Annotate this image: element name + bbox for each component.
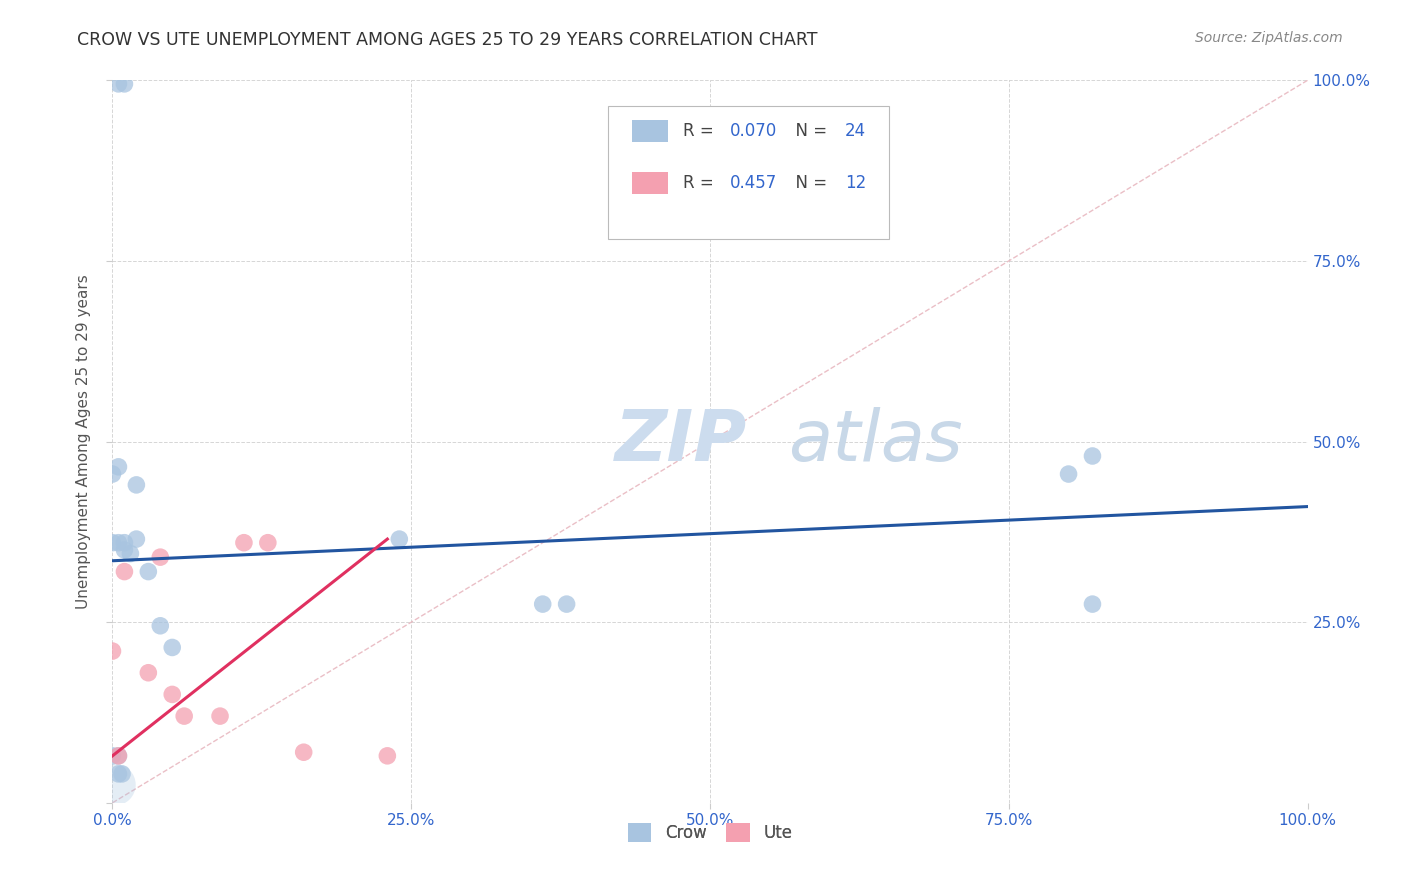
Text: 24: 24 [845, 122, 866, 140]
Point [114, 542, 135, 557]
Text: 12: 12 [845, 174, 866, 192]
Point [125, 478, 148, 492]
Point [111, 767, 134, 781]
Point [209, 709, 232, 723]
Text: N =: N = [786, 122, 832, 140]
Point [1081, 449, 1104, 463]
Text: R =: R = [682, 122, 718, 140]
Text: 0.070: 0.070 [730, 122, 778, 140]
Point [257, 535, 280, 549]
Point [162, 640, 183, 655]
Point [107, 77, 129, 91]
Text: N =: N = [786, 174, 832, 192]
Point [149, 619, 172, 633]
Point [101, 535, 124, 549]
FancyBboxPatch shape [609, 105, 890, 238]
Point [101, 748, 124, 763]
Point [107, 748, 129, 763]
Point [107, 748, 129, 763]
Point [531, 597, 554, 611]
Text: 0.457: 0.457 [730, 174, 778, 192]
Point [292, 745, 315, 759]
Point [162, 687, 183, 701]
Text: atlas: atlas [787, 407, 962, 476]
Y-axis label: Unemployment Among Ages 25 to 29 years: Unemployment Among Ages 25 to 29 years [76, 274, 91, 609]
Text: CROW VS UTE UNEMPLOYMENT AMONG AGES 25 TO 29 YEARS CORRELATION CHART: CROW VS UTE UNEMPLOYMENT AMONG AGES 25 T… [77, 31, 818, 49]
Point [104, 778, 127, 792]
Point [107, 459, 129, 474]
Text: Source: ZipAtlas.com: Source: ZipAtlas.com [1195, 31, 1343, 45]
Point [101, 467, 124, 481]
Point [114, 535, 135, 549]
Point [138, 665, 160, 680]
Point [114, 565, 135, 579]
Point [138, 565, 160, 579]
Point [120, 547, 142, 561]
Point [107, 535, 129, 549]
Point [388, 532, 411, 546]
Point [233, 535, 256, 549]
Point [555, 597, 578, 611]
Legend: Crow, Ute: Crow, Ute [621, 816, 799, 848]
Point [149, 550, 172, 565]
Point [125, 532, 148, 546]
FancyBboxPatch shape [633, 172, 668, 194]
FancyBboxPatch shape [633, 120, 668, 142]
Point [101, 644, 124, 658]
Text: R =: R = [682, 174, 718, 192]
Point [114, 77, 135, 91]
Point [1081, 597, 1104, 611]
Text: ZIP: ZIP [614, 407, 747, 476]
Point [377, 748, 399, 763]
Point [1057, 467, 1080, 481]
Point [173, 709, 195, 723]
Point [107, 767, 129, 781]
